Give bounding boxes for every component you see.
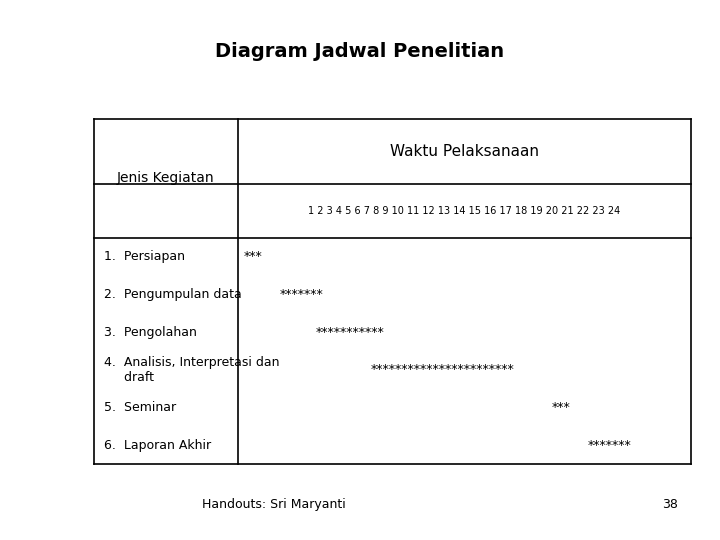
Text: 38: 38 (662, 498, 678, 511)
Text: Waktu Pelaksanaan: Waktu Pelaksanaan (390, 144, 539, 159)
Text: 6.  Laporan Akhir: 6. Laporan Akhir (104, 439, 212, 452)
Text: 4.  Analisis, Interpretasi dan
     draft: 4. Analisis, Interpretasi dan draft (104, 356, 280, 384)
Text: ***********: *********** (316, 326, 384, 339)
Text: *******: ******* (279, 288, 323, 301)
Text: *******: ******* (588, 439, 632, 452)
Text: ***: *** (552, 401, 570, 414)
Text: 1 2 3 4 5 6 7 8 9 10 11 12 13 14 15 16 17 18 19 20 21 22 23 24: 1 2 3 4 5 6 7 8 9 10 11 12 13 14 15 16 1… (308, 206, 621, 215)
Text: 5.  Seminar: 5. Seminar (104, 401, 176, 414)
Text: ***********************: *********************** (370, 363, 514, 376)
Text: 3.  Pengolahan: 3. Pengolahan (104, 326, 197, 339)
Text: Diagram Jadwal Penelitian: Diagram Jadwal Penelitian (215, 42, 505, 61)
Text: ***: *** (243, 250, 262, 263)
Text: Jenis Kegiatan: Jenis Kegiatan (117, 171, 215, 185)
Text: Handouts: Sri Maryanti: Handouts: Sri Maryanti (202, 498, 346, 511)
Text: 1.  Persiapan: 1. Persiapan (104, 250, 186, 263)
Text: 2.  Pengumpulan data: 2. Pengumpulan data (104, 288, 242, 301)
